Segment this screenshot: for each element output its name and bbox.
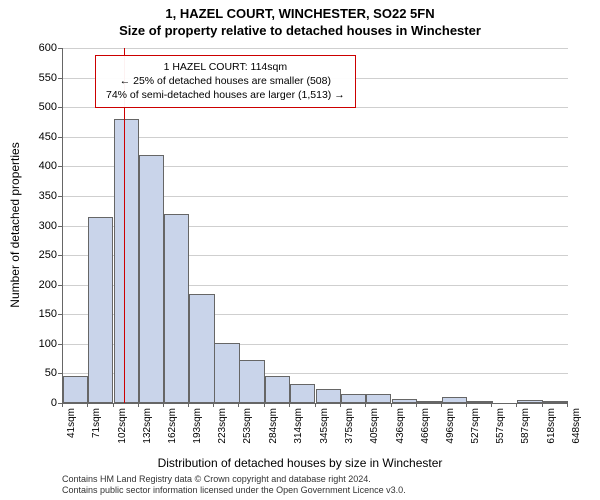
xtick-mark: [365, 403, 366, 407]
histogram-bar: [114, 119, 139, 403]
ytick-mark: [58, 48, 62, 49]
histogram-bar: [265, 376, 290, 403]
ytick-mark: [58, 285, 62, 286]
xtick-label: 71sqm: [91, 408, 102, 438]
xtick-label: 102sqm: [117, 408, 128, 444]
attribution-text: Contains HM Land Registry data © Crown c…: [62, 474, 406, 496]
xtick-label: 314sqm: [293, 408, 304, 444]
ytick-mark: [58, 314, 62, 315]
histogram-bar: [239, 360, 264, 403]
xtick-mark: [340, 403, 341, 407]
xtick-label: 193sqm: [192, 408, 203, 444]
xtick-label: 41sqm: [66, 408, 77, 438]
histogram-bar: [214, 343, 239, 403]
x-axis-label: Distribution of detached houses by size …: [0, 456, 600, 470]
attribution-line1: Contains HM Land Registry data © Crown c…: [62, 474, 406, 485]
xtick-mark: [87, 403, 88, 407]
xtick-mark: [238, 403, 239, 407]
xtick-mark: [113, 403, 114, 407]
xtick-label: 132sqm: [142, 408, 153, 444]
gridline: [63, 48, 568, 49]
xtick-label: 587sqm: [520, 408, 531, 444]
histogram-bar: [164, 214, 189, 403]
xtick-mark: [416, 403, 417, 407]
ytick-label: 250: [17, 249, 57, 261]
xtick-mark: [315, 403, 316, 407]
annotation-line1: 1 HAZEL COURT: 114sqm: [106, 60, 345, 74]
ytick-label: 0: [17, 397, 57, 409]
ytick-mark: [58, 255, 62, 256]
page-title-subtitle: Size of property relative to detached ho…: [0, 21, 600, 38]
histogram-bar: [467, 401, 492, 403]
ytick-label: 50: [17, 367, 57, 379]
ytick-mark: [58, 78, 62, 79]
page-title-address: 1, HAZEL COURT, WINCHESTER, SO22 5FN: [0, 0, 600, 21]
annotation-line2: ← 25% of detached houses are smaller (50…: [106, 74, 345, 88]
histogram-bar: [517, 400, 542, 403]
xtick-mark: [62, 403, 63, 407]
xtick-label: 253sqm: [242, 408, 253, 444]
ytick-label: 600: [17, 42, 57, 54]
xtick-label: 527sqm: [470, 408, 481, 444]
annotation-line3: 74% of semi-detached houses are larger (…: [106, 88, 345, 102]
histogram-bar: [63, 376, 88, 403]
ytick-mark: [58, 196, 62, 197]
attribution-line2: Contains public sector information licen…: [62, 485, 406, 496]
xtick-mark: [213, 403, 214, 407]
xtick-mark: [391, 403, 392, 407]
xtick-mark: [491, 403, 492, 407]
ytick-label: 300: [17, 220, 57, 232]
histogram-bar: [392, 399, 417, 403]
histogram-bar: [366, 394, 391, 403]
xtick-mark: [163, 403, 164, 407]
xtick-label: 375sqm: [344, 408, 355, 444]
xtick-mark: [188, 403, 189, 407]
ytick-mark: [58, 344, 62, 345]
ytick-label: 350: [17, 190, 57, 202]
ytick-label: 100: [17, 338, 57, 350]
xtick-label: 405sqm: [369, 408, 380, 444]
ytick-mark: [58, 373, 62, 374]
xtick-label: 648sqm: [571, 408, 582, 444]
xtick-mark: [264, 403, 265, 407]
xtick-mark: [567, 403, 568, 407]
ytick-label: 550: [17, 72, 57, 84]
ytick-mark: [58, 107, 62, 108]
ytick-mark: [58, 166, 62, 167]
ytick-mark: [58, 137, 62, 138]
histogram-bar: [341, 394, 366, 403]
annotation-callout: 1 HAZEL COURT: 114sqm ← 25% of detached …: [95, 55, 356, 108]
xtick-mark: [441, 403, 442, 407]
histogram-bar: [290, 384, 315, 403]
histogram-bar: [88, 217, 113, 403]
xtick-label: 345sqm: [319, 408, 330, 444]
histogram-bar: [442, 397, 467, 403]
xtick-mark: [516, 403, 517, 407]
xtick-label: 223sqm: [217, 408, 228, 444]
histogram-bar: [189, 294, 214, 403]
ytick-label: 400: [17, 160, 57, 172]
xtick-label: 466sqm: [420, 408, 431, 444]
xtick-mark: [542, 403, 543, 407]
histogram-bar: [139, 155, 164, 404]
ytick-label: 500: [17, 101, 57, 113]
xtick-label: 436sqm: [395, 408, 406, 444]
ytick-label: 450: [17, 131, 57, 143]
xtick-mark: [138, 403, 139, 407]
histogram-bar: [316, 389, 341, 403]
histogram-bar: [417, 401, 442, 403]
xtick-label: 284sqm: [268, 408, 279, 444]
ytick-mark: [58, 226, 62, 227]
xtick-mark: [289, 403, 290, 407]
ytick-label: 200: [17, 279, 57, 291]
xtick-label: 162sqm: [167, 408, 178, 444]
ytick-label: 150: [17, 308, 57, 320]
xtick-label: 496sqm: [445, 408, 456, 444]
xtick-label: 557sqm: [495, 408, 506, 444]
xtick-label: 618sqm: [546, 408, 557, 444]
histogram-bar: [543, 401, 568, 403]
xtick-mark: [466, 403, 467, 407]
